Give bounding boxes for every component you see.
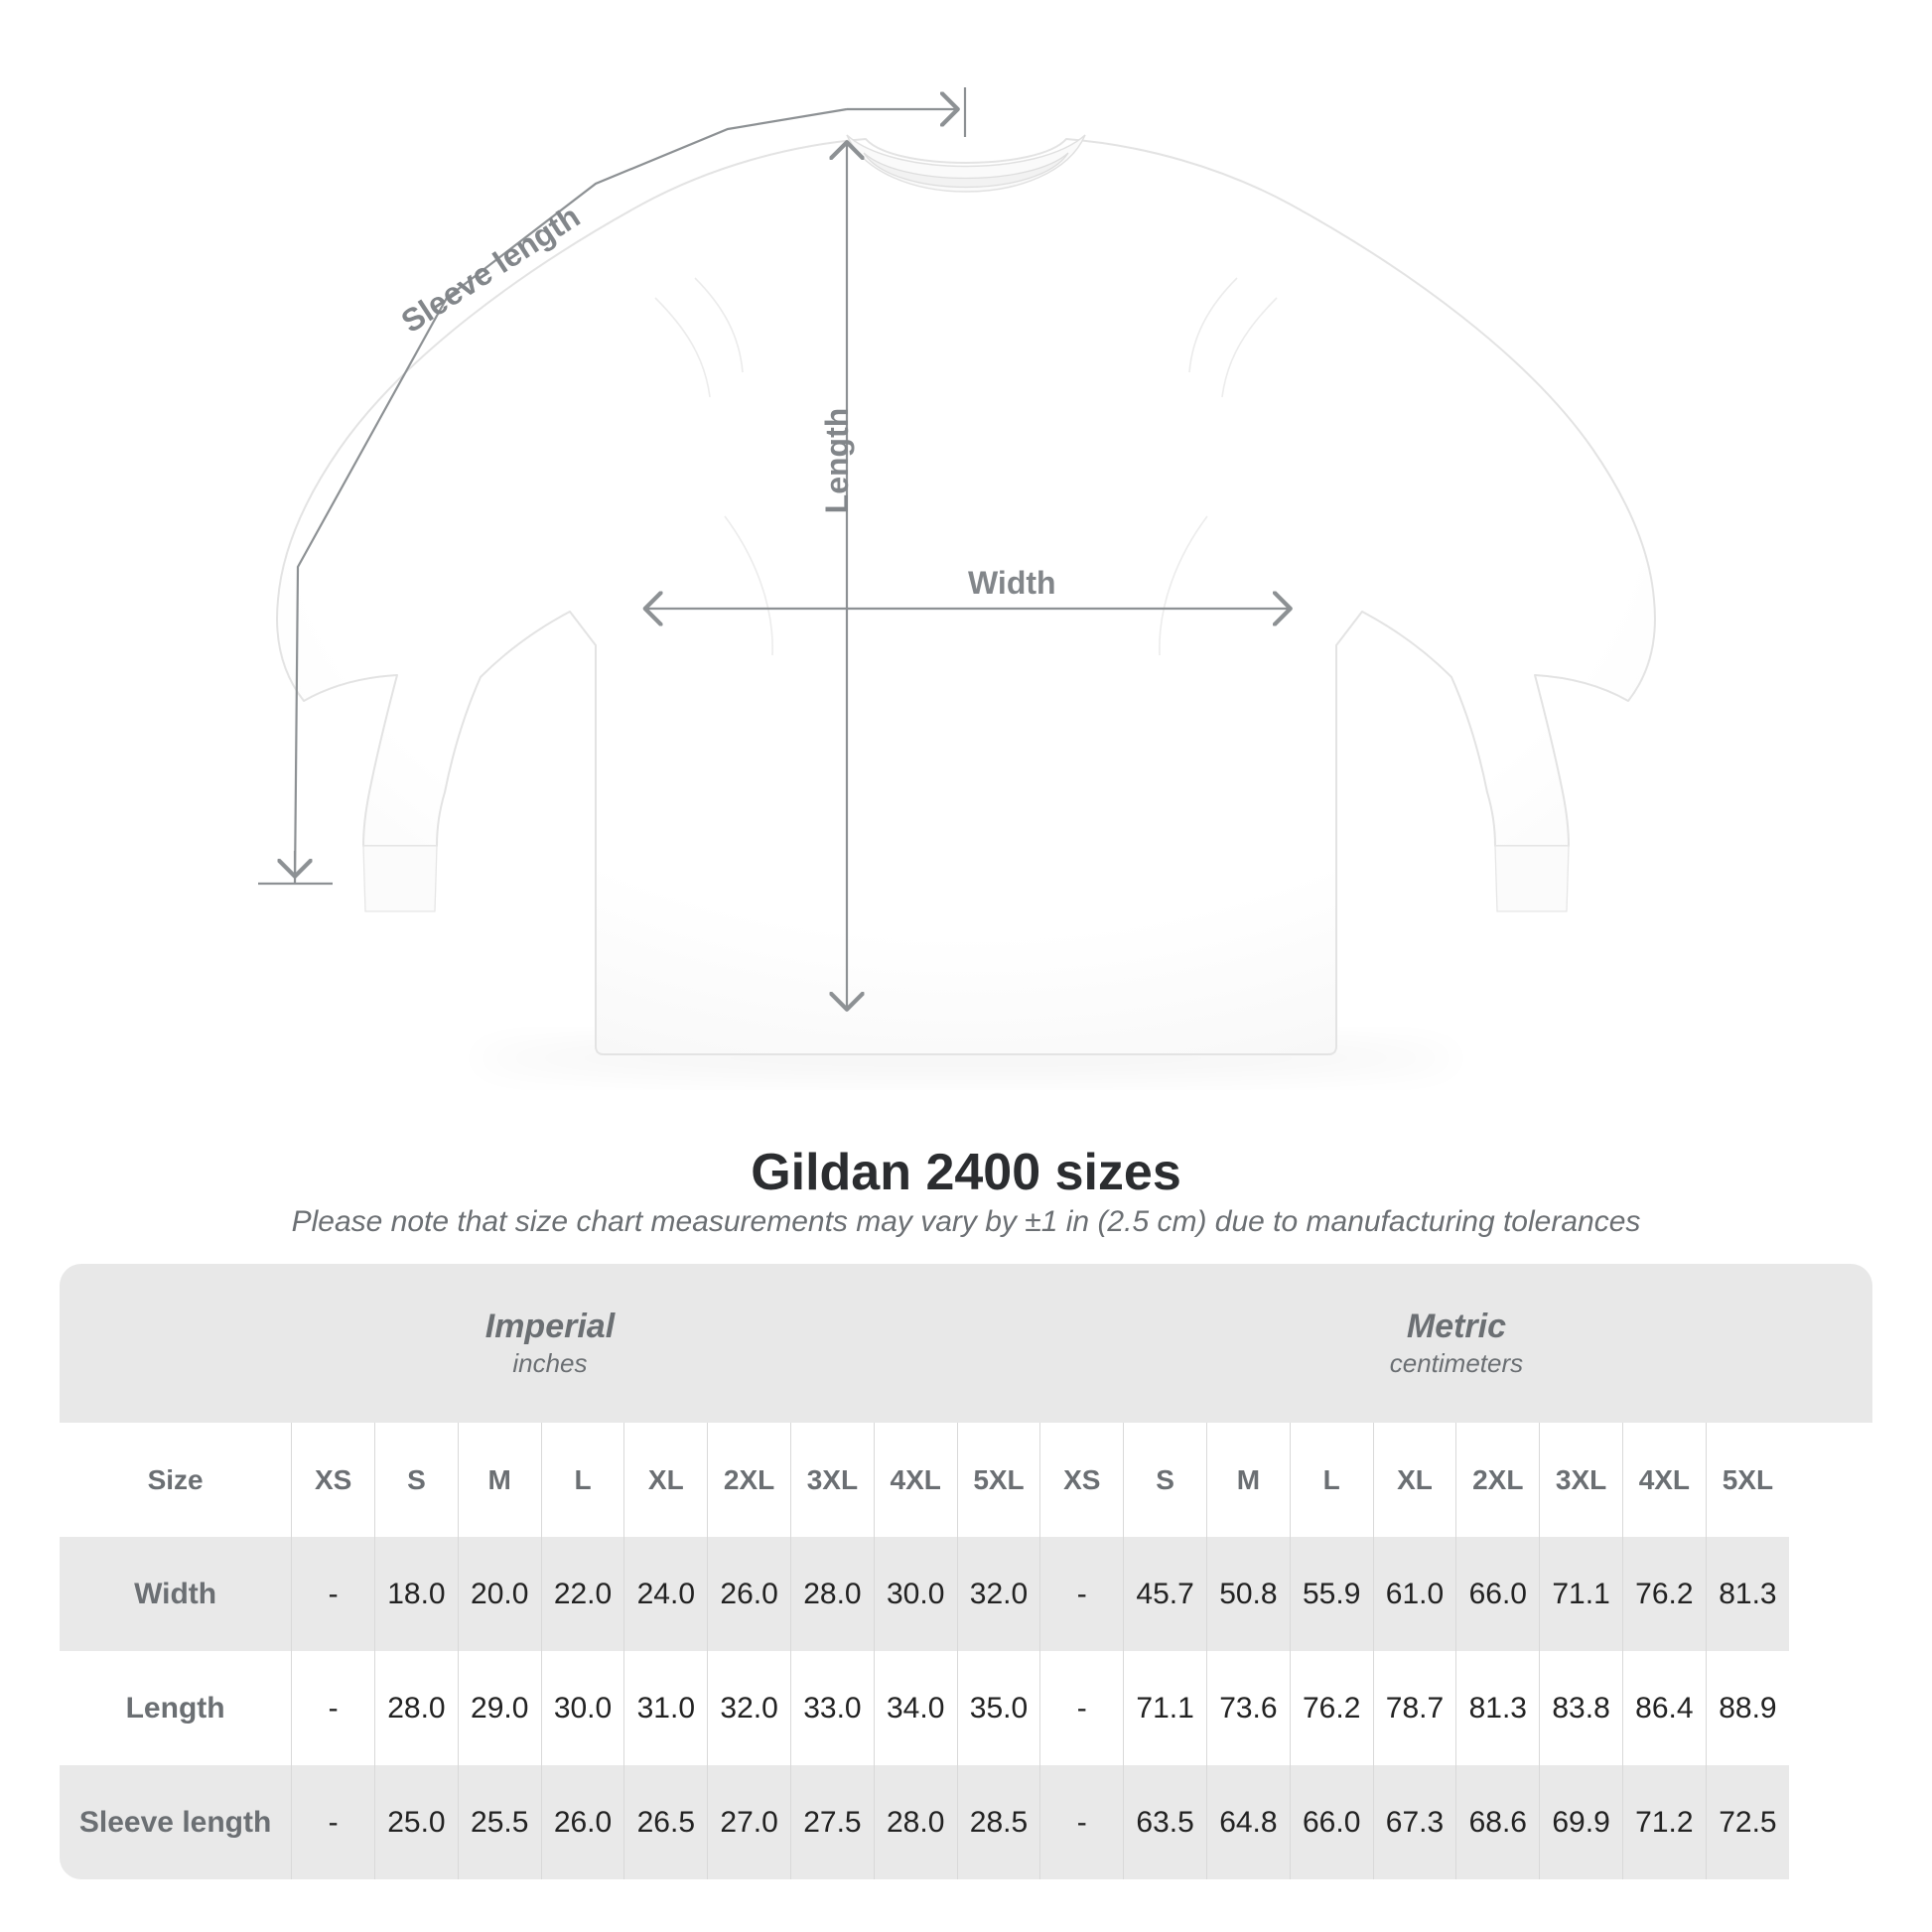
svg-text:Length: Length	[819, 408, 855, 514]
svg-text:Please note that size chart me: Please note that size chart measurements…	[292, 1205, 1641, 1238]
svg-text:Gildan 2400 sizes: Gildan 2400 sizes	[751, 1144, 1181, 1201]
svg-text:Width: Width	[968, 565, 1056, 601]
